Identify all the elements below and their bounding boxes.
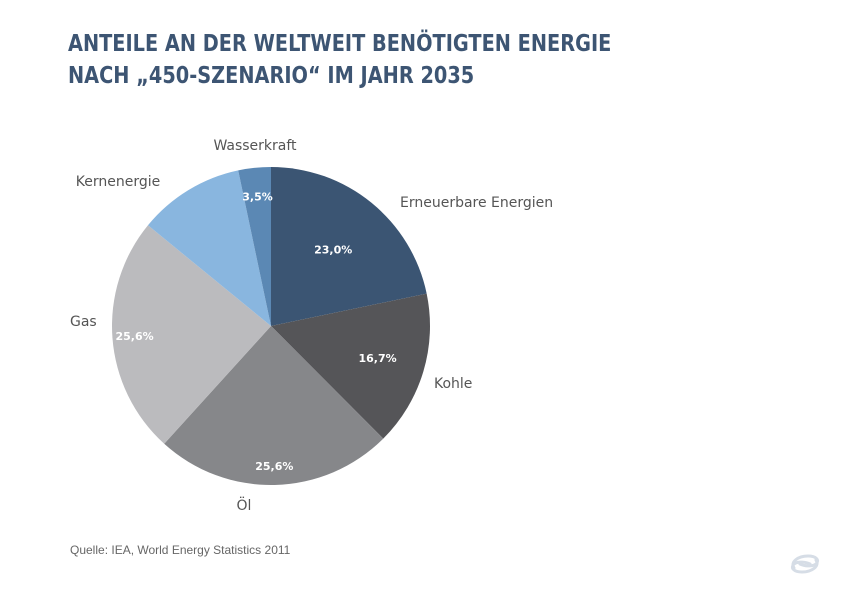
pie-slice-wasserkraft — [238, 167, 271, 326]
category-label-gas: Gas — [70, 314, 97, 330]
value-label-kohle: 16,7% — [359, 352, 397, 365]
value-label-gas: 25,6% — [116, 330, 154, 343]
category-label-wasserkraft: Wasserkraft — [213, 138, 297, 154]
chart-title-line-1: ANTEILE AN DER WELTWEIT BENÖTIGTEN ENERG… — [68, 31, 612, 57]
category-label-kernenergie: Kernenergie — [76, 174, 160, 190]
source-note: Quelle: IEA, World Energy Statistics 201… — [70, 543, 291, 557]
pie-slice-gas — [111, 225, 271, 444]
value-label-erneuerbare-energien: 23,0% — [314, 244, 352, 257]
pie-slice-kohle — [271, 293, 430, 439]
category-label-oel: Öl — [237, 496, 252, 514]
chart-title: ANTEILE AN DER WELTWEIT BENÖTIGTEN ENERG… — [68, 28, 611, 92]
pie-slice-oel — [164, 326, 384, 485]
category-label-kohle: Kohle — [434, 376, 472, 392]
value-label-wasserkraft: 3,5% — [242, 190, 273, 203]
category-label-erneuerbare-energien: Erneuerbare Energien — [400, 195, 553, 211]
pie-slice-erneuerbare-energien — [271, 167, 427, 326]
chart-title-line-2: NACH „450-SZENARIO“ IM JAHR 2035 — [68, 63, 475, 89]
value-label-oel: 25,6% — [255, 460, 293, 473]
pie-slice-kernenergie — [147, 170, 271, 326]
brand-logo-icon — [790, 554, 820, 574]
